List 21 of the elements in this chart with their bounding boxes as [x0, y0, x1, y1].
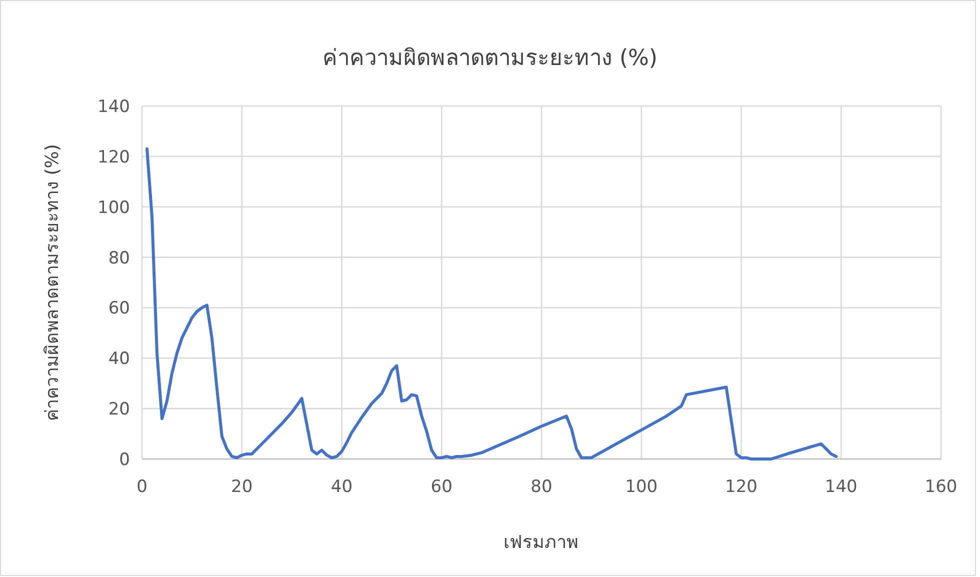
x-tick-label: 160	[924, 477, 958, 497]
x-tick-label: 60	[430, 477, 452, 497]
y-tick-label: 140	[98, 97, 130, 117]
x-tick-label: 140	[824, 477, 858, 497]
x-tick-label: 120	[725, 477, 758, 497]
y-tick-label: 20	[108, 400, 130, 420]
x-tick-label: 80	[530, 477, 552, 497]
x-axis-title: เฟรมภาพ	[504, 532, 578, 553]
y-tick-label: 100	[98, 198, 130, 218]
x-tick-label: 100	[625, 477, 658, 497]
x-tick-label: 40	[330, 477, 353, 497]
x-tick-label: 0	[136, 477, 148, 497]
x-tick-label: 20	[231, 477, 253, 497]
y-tick-label: 120	[98, 147, 130, 168]
line-series	[145, 147, 838, 460]
y-tick-label: 0	[119, 450, 130, 470]
y-tick-label: 80	[108, 248, 130, 268]
y-tick-label: 60	[108, 298, 130, 319]
y-tick-label: 40	[108, 349, 130, 370]
chart-title: ค่าความผิดพลาดตามระยะทาง (%)	[322, 46, 658, 71]
y-axis-title: ค่าความผิดพลาดตามระยะทาง (%)	[42, 144, 63, 421]
